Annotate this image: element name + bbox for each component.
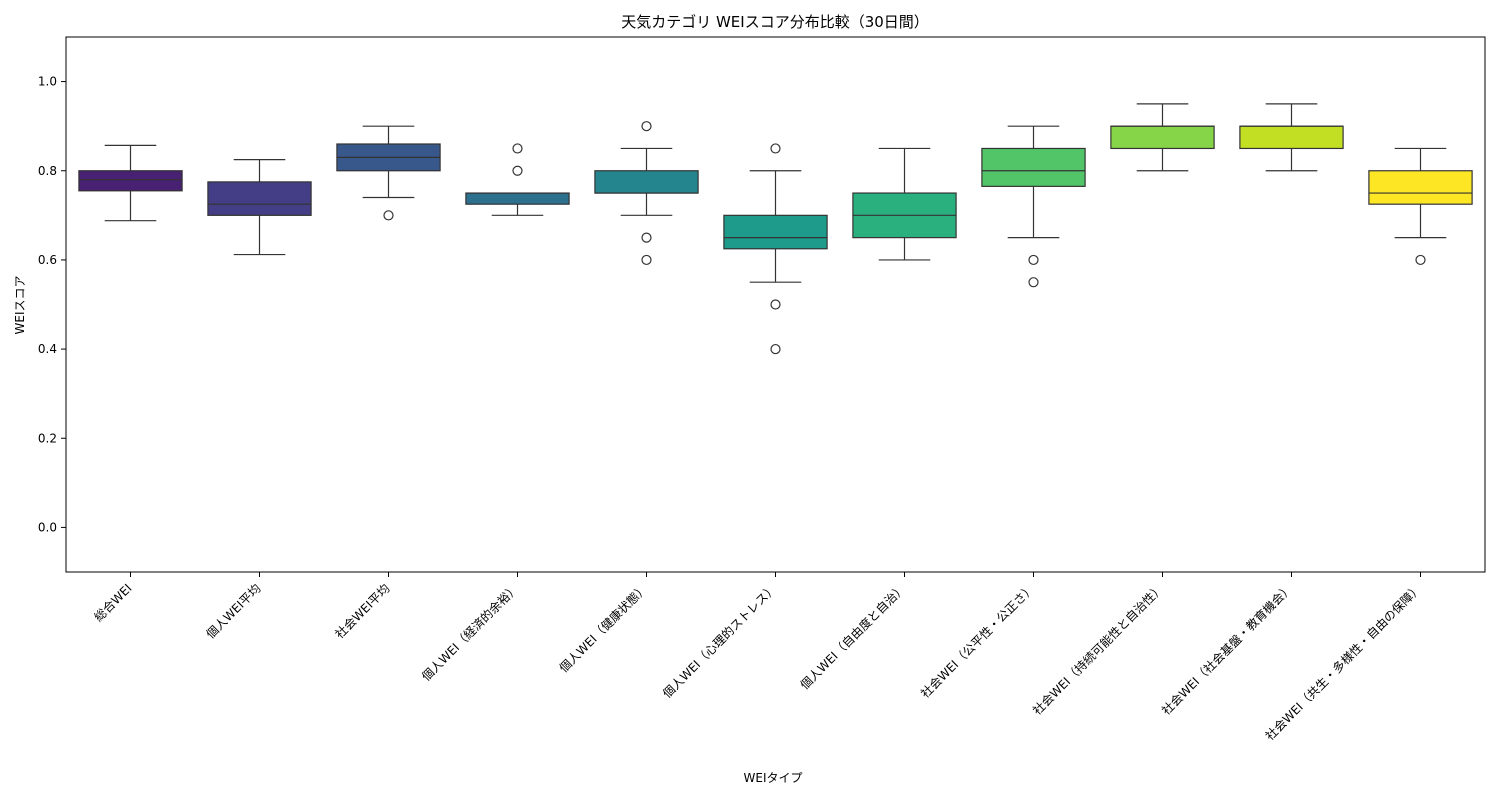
x-axis-ticks: 総合WEI 個人WEI平均 社会WEI平均 個人WEI（経済的余裕） 個人WEI（健康状… [91, 572, 1425, 743]
outlier-point [641, 254, 652, 266]
outlier-point [770, 143, 781, 154]
box-iqr [1368, 170, 1473, 205]
box-4 [465, 143, 570, 216]
y-tick-label: 0.8 [38, 164, 57, 178]
box-10 [1239, 103, 1344, 172]
outlier-point [641, 232, 652, 243]
x-tick-label: 社会WEI（社会基盤・教育機会） [1158, 581, 1295, 718]
chart-title: 天気カテゴリ WEIスコア分布比較（30日間） [621, 13, 929, 31]
y-tick-label: 0.6 [38, 253, 57, 267]
box-iqr [465, 192, 570, 205]
x-tick-label: 総合WEI [91, 581, 135, 625]
y-tick-label: 0.4 [38, 342, 57, 356]
outlier-point [383, 210, 394, 221]
box-8 [981, 125, 1086, 288]
x-tick-label: 社会WEI（共生・多様性・自由の保障） [1262, 581, 1425, 744]
x-tick-label: 個人WEI（経済的余裕） [418, 581, 521, 684]
outlier-point [1028, 254, 1039, 266]
box-iqr [207, 181, 312, 216]
box-5 [594, 121, 699, 266]
y-axis-ticks: 0.0 0.2 0.4 0.6 0.8 1.0 [38, 75, 66, 534]
outlier-point [641, 121, 652, 132]
box-1 [78, 144, 183, 222]
box-6 [723, 143, 828, 355]
outlier-point [770, 343, 781, 355]
box-9 [1110, 103, 1215, 172]
box-11 [1368, 147, 1473, 266]
box-iqr [78, 170, 183, 192]
plot-area [65, 36, 1486, 573]
outlier-point [1028, 277, 1039, 288]
box-2 [207, 159, 312, 256]
x-tick-label: 個人WEI（健康状態） [556, 581, 651, 676]
y-tick-label: 0.0 [38, 520, 57, 534]
x-axis-label: WEIタイプ [744, 771, 803, 785]
x-tick-label: 社会WEI（公平性・公正さ） [917, 581, 1037, 701]
y-axis-label: WEIスコア [13, 276, 27, 335]
x-tick-label: 個人WEI（自由度と自治） [797, 581, 909, 693]
plot-frame [65, 36, 1486, 573]
x-tick-label: 個人WEI（心理的ストレス） [659, 581, 779, 701]
outlier-point [770, 299, 781, 310]
box-iqr [1110, 125, 1215, 150]
box-iqr [981, 147, 1086, 187]
y-tick-label: 1.0 [38, 75, 57, 89]
outlier-point [512, 143, 523, 154]
box-3 [336, 125, 441, 221]
box-7 [852, 147, 957, 261]
x-tick-label: 個人WEI平均 [204, 581, 264, 641]
outlier-point [1415, 254, 1426, 266]
x-tick-label: 社会WEI平均 [332, 581, 393, 642]
outlier-point [512, 165, 523, 176]
box-iqr [594, 170, 699, 194]
x-tick-label: 社会WEI（持続可能性と自治性） [1029, 581, 1166, 718]
y-tick-label: 0.2 [38, 431, 57, 445]
box-iqr [1239, 125, 1344, 150]
box-iqr [723, 214, 828, 250]
